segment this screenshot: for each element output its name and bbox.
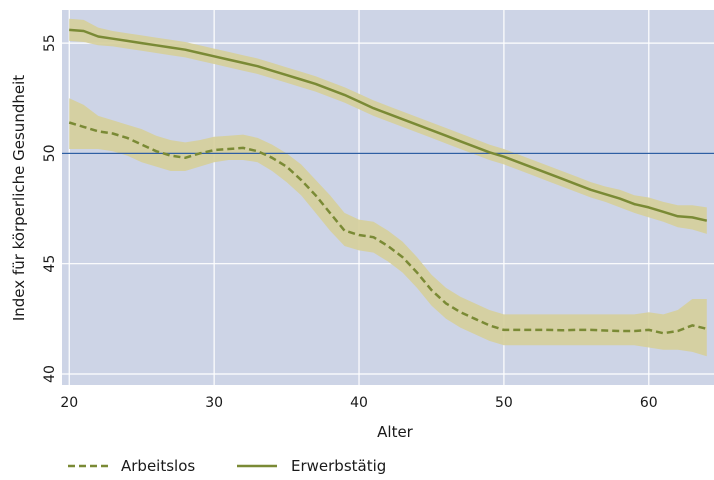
x-tick-labels: 20 30 40 50 60 bbox=[60, 395, 657, 411]
x-tick-label-60: 60 bbox=[640, 395, 658, 411]
x-tick-label-50: 50 bbox=[495, 395, 513, 411]
y-axis-title: Index für körperliche Gesundheit bbox=[10, 75, 28, 321]
x-tick-label-30: 30 bbox=[205, 395, 223, 411]
series-lines bbox=[68, 28, 708, 335]
y-tick-label-50: 50 bbox=[42, 144, 58, 162]
x-axis-title: Alter bbox=[377, 423, 414, 441]
confidence-band-series-0 bbox=[69, 98, 707, 357]
confidence-band-series-1 bbox=[69, 18, 707, 234]
y-tick-label-45: 45 bbox=[42, 255, 58, 273]
confidence-bands bbox=[69, 18, 707, 357]
x-tick-label-40: 40 bbox=[350, 395, 368, 411]
legend-item-erwerbstaetig: Erwerbstätig bbox=[237, 457, 386, 475]
y-tick-label-40: 40 bbox=[42, 365, 58, 383]
legend-label-arbeitslos: Arbeitslos bbox=[121, 457, 195, 475]
series-line-1 bbox=[69, 28, 708, 222]
legend-item-arbeitslos: Arbeitslos bbox=[68, 457, 195, 475]
y-tick-label-55: 55 bbox=[42, 34, 58, 52]
legend-label-erwerbstaetig: Erwerbstätig bbox=[291, 457, 386, 475]
legend: Arbeitslos Erwerbstätig bbox=[68, 457, 386, 475]
x-tick-label-20: 20 bbox=[60, 395, 78, 411]
y-tick-labels: 40 45 50 55 bbox=[42, 34, 58, 383]
series-line-0 bbox=[68, 121, 708, 335]
